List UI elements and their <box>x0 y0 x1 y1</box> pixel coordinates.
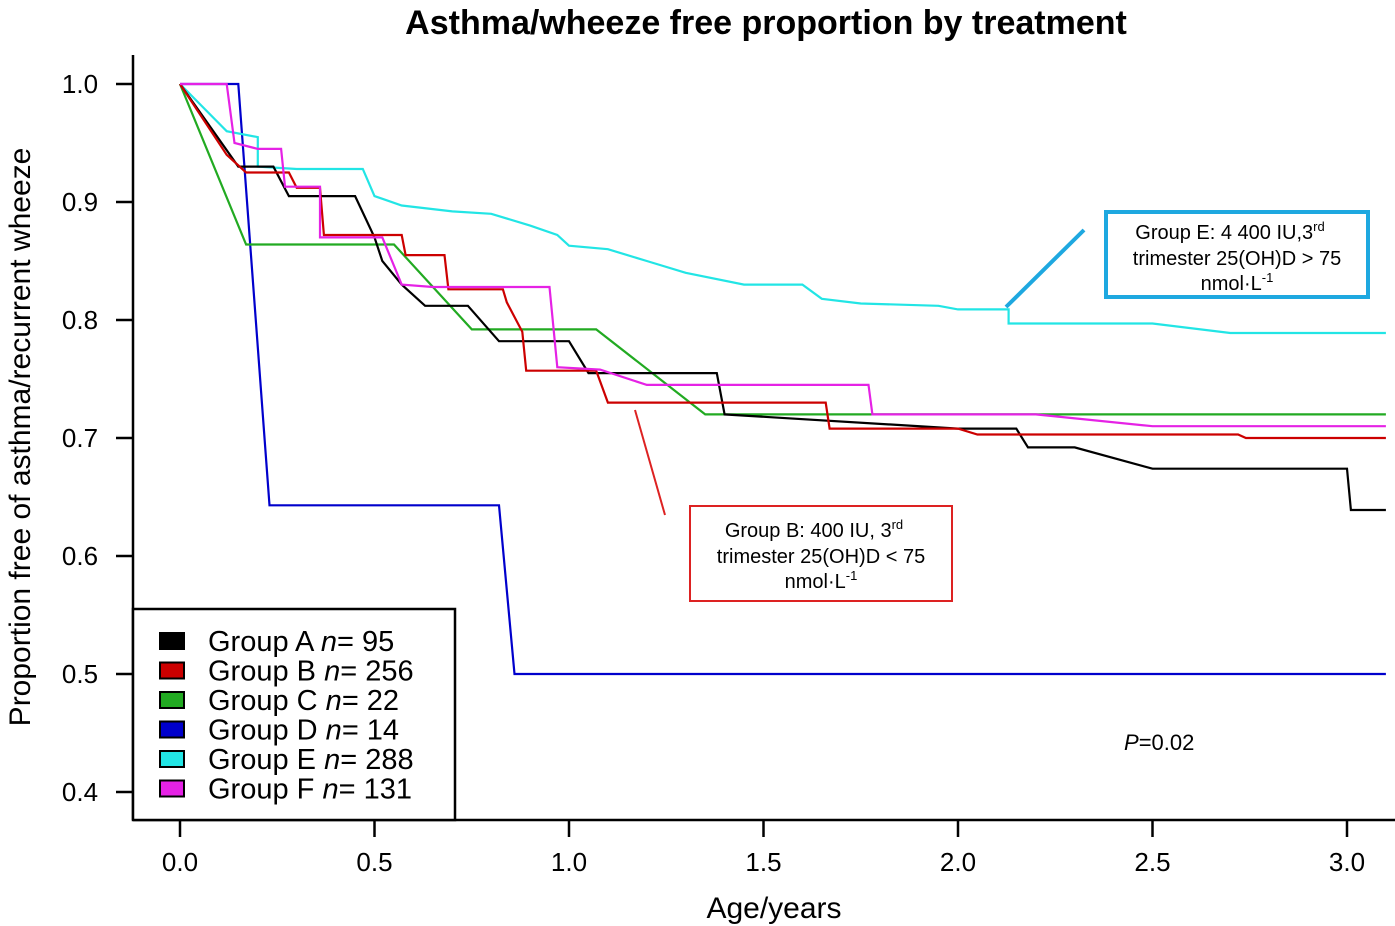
x-tick-label: 2.5 <box>1134 847 1170 877</box>
y-tick-label: 1.0 <box>62 69 98 99</box>
annotation-group-b-sup3: -1 <box>846 568 858 583</box>
annotation-group-e: Group E: 4 400 IU,3rd trimester 25(OH)D … <box>1004 210 1370 309</box>
legend-label-group-c: Group C n= 22 <box>208 685 399 717</box>
series-line-group-f <box>180 82 1386 428</box>
annotation-group-b-line3: nmol·L-1 <box>785 568 858 593</box>
x-tick-label: 2.0 <box>940 847 976 877</box>
x-tick-label: 1.5 <box>745 847 781 877</box>
p-value-number: =0.02 <box>1139 730 1195 755</box>
annotation-group-b: Group B: 400 IU, 3rd trimester 25(OH)D <… <box>634 409 953 602</box>
annotation-group-e-sup1: rd <box>1313 219 1325 234</box>
p-value-label: P <box>1124 730 1139 755</box>
y-tick-label: 0.7 <box>62 423 98 453</box>
series-line-group-d <box>180 82 1386 676</box>
annotation-group-e-line1: Group E: 4 400 IU,3rd <box>1135 219 1324 244</box>
series-line-group-b <box>179 83 1386 440</box>
annotation-group-e-line3: nmol·L-1 <box>1201 270 1274 295</box>
annotation-group-e-sup3: -1 <box>1262 270 1274 285</box>
legend-swatch-group-f <box>159 779 185 798</box>
legend-label-group-a: Group A n= 95 <box>208 626 394 658</box>
legend-swatch-group-e <box>159 750 185 768</box>
annotation-group-e-pointer <box>1004 228 1086 309</box>
legend-swatch-group-b <box>159 661 185 680</box>
x-tick-label: 0.0 <box>162 847 198 877</box>
annotation-group-b-sup1: rd <box>892 517 904 532</box>
annotation-group-b-line1: Group B: 400 IU, 3rd <box>725 517 903 542</box>
legend-label-group-b: Group B n= 256 <box>208 656 414 688</box>
series-line-group-a <box>179 83 1386 512</box>
y-tick-label: 0.4 <box>62 777 98 807</box>
series-line-group-c <box>178 83 1386 416</box>
y-tick-label: 0.5 <box>62 659 98 689</box>
chart-title: Asthma/wheeze free proportion by treatme… <box>405 4 1127 42</box>
y-axis-label: Proportion free of asthma/recurrent whee… <box>4 148 37 727</box>
legend-swatch-group-c <box>159 691 185 709</box>
x-tick-label: 1.0 <box>551 847 587 877</box>
legend-label-group-d: Group D n= 14 <box>208 715 399 747</box>
y-tick-label: 0.6 <box>62 541 98 571</box>
annotation-group-b-line2: trimester 25(OH)D < 75 <box>717 546 925 568</box>
legend-box <box>131 607 457 822</box>
series-line-group-e <box>179 83 1386 335</box>
x-axis-ticks: 0.0 0.5 1.0 1.5 2.0 2.5 3.0 <box>162 820 1365 877</box>
legend-label-group-e: Group E n= 288 <box>208 744 414 776</box>
series-lines <box>178 82 1386 676</box>
x-tick-label: 0.5 <box>356 847 392 877</box>
y-tick-label: 0.8 <box>62 305 98 335</box>
x-axis-label: Age/years <box>706 892 841 925</box>
annotation-group-b-pointer <box>634 409 666 516</box>
annotation-group-b-box <box>689 505 953 602</box>
annotation-group-e-line2: trimester 25(OH)D > 75 <box>1133 248 1341 270</box>
p-value: P=0.02 <box>1124 730 1194 755</box>
legend-label-group-f: Group F n= 131 <box>208 774 412 806</box>
y-axis-ticks: 1.0 0.9 0.8 0.7 0.6 0.5 0.4 <box>62 69 133 807</box>
x-tick-label: 3.0 <box>1329 847 1365 877</box>
legend-swatch-group-d <box>159 720 185 739</box>
legend-swatch-group-a <box>159 632 185 650</box>
y-tick-label: 0.9 <box>62 187 98 217</box>
annotation-group-e-box <box>1104 210 1370 299</box>
